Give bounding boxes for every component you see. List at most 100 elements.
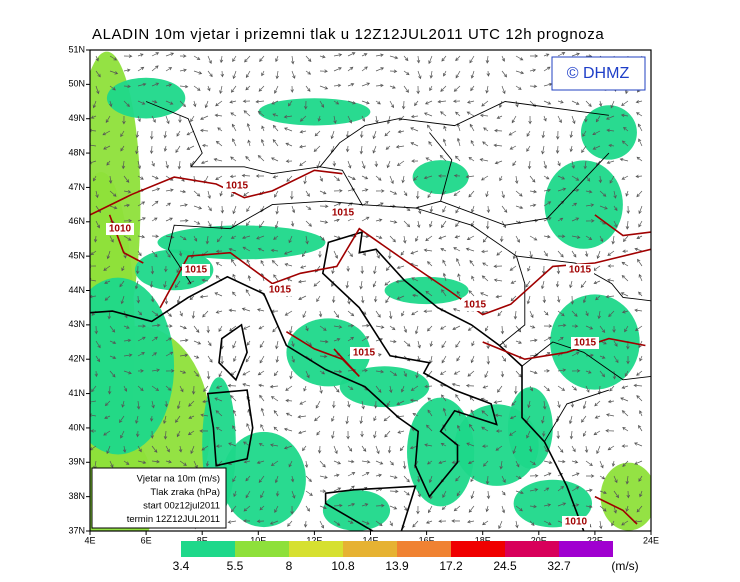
wind-arrow bbox=[346, 430, 350, 440]
wind-arrow bbox=[515, 175, 519, 185]
wind-arrow bbox=[639, 355, 643, 362]
wind-arrow bbox=[514, 385, 518, 395]
wind-arrow bbox=[347, 520, 354, 524]
wind-arrow bbox=[440, 370, 447, 375]
wind-arrow bbox=[469, 396, 475, 402]
wind-arrow bbox=[219, 220, 224, 230]
wind-arrow bbox=[403, 325, 408, 333]
wind-arrow bbox=[305, 70, 312, 75]
wind-arrow bbox=[347, 100, 356, 105]
wind-arrow bbox=[543, 160, 548, 170]
wind-arrow bbox=[417, 340, 421, 349]
wind-arrow bbox=[557, 100, 564, 104]
lat-label: 49N bbox=[68, 113, 85, 123]
wind-arrow bbox=[443, 70, 447, 77]
wind-arrow bbox=[401, 175, 405, 184]
wind-arrow bbox=[246, 259, 251, 267]
wind-arrow bbox=[90, 250, 97, 256]
wind-arrow bbox=[257, 111, 265, 117]
wind-arrow bbox=[496, 250, 503, 256]
wind-arrow bbox=[594, 415, 601, 419]
wind-arrow bbox=[123, 54, 133, 58]
wind-arrow bbox=[622, 460, 629, 468]
wind-arrow bbox=[439, 154, 447, 162]
isobar-label: 1015 bbox=[269, 285, 292, 296]
wind-arrow bbox=[527, 400, 531, 409]
wind-arrow bbox=[634, 460, 643, 465]
wind-arrow bbox=[636, 395, 643, 402]
wind-arrow bbox=[389, 325, 396, 331]
wind-arrow bbox=[443, 125, 447, 132]
map-layers bbox=[90, 51, 651, 531]
wind-arrow bbox=[123, 325, 130, 329]
wind-arrow bbox=[316, 295, 321, 303]
wind-arrow bbox=[186, 130, 195, 136]
wind-arrow bbox=[455, 55, 461, 62]
wind-arrow bbox=[625, 475, 629, 485]
wind-arrow bbox=[347, 310, 355, 317]
wind-arrow bbox=[594, 400, 601, 407]
wind-arrow bbox=[526, 295, 531, 305]
wind-arrow bbox=[215, 140, 223, 147]
wind-arrow bbox=[216, 235, 223, 243]
coastline bbox=[218, 323, 248, 382]
wind-arrow bbox=[599, 325, 606, 333]
wind-arrow bbox=[333, 202, 342, 207]
isobar-label-bg bbox=[182, 264, 210, 276]
wind-arrow bbox=[305, 475, 312, 483]
wind-arrow bbox=[375, 503, 385, 508]
wind-arrow bbox=[529, 310, 534, 319]
wind-arrow bbox=[396, 400, 405, 405]
wind-arrow bbox=[543, 472, 552, 477]
wind-arrow bbox=[191, 385, 196, 395]
wind-arrow bbox=[333, 385, 340, 393]
wind-arrow bbox=[385, 145, 391, 150]
info-text: Vjetar na 10m (m/s) bbox=[137, 474, 220, 485]
wind-arrow bbox=[230, 85, 237, 93]
wind-arrow bbox=[613, 475, 618, 484]
info-text: termin 12Z12JUL2011 bbox=[127, 514, 220, 525]
lat-label: 45N bbox=[68, 251, 85, 261]
wind-arrow bbox=[515, 85, 522, 90]
colorbar-label: 24.5 bbox=[493, 559, 517, 573]
isobar bbox=[159, 227, 651, 316]
wind-arrow bbox=[333, 53, 343, 57]
wind-arrow bbox=[470, 355, 475, 364]
wind-arrow bbox=[582, 430, 587, 437]
wind-arrow bbox=[177, 160, 182, 170]
wind-arrow bbox=[557, 486, 565, 492]
wind-arrow bbox=[345, 415, 349, 425]
wind-arrow bbox=[396, 160, 405, 167]
wind-arrow bbox=[483, 460, 489, 467]
isobar-label: 1015 bbox=[574, 338, 597, 349]
wind-arrow bbox=[241, 307, 251, 312]
wind-arrow bbox=[384, 430, 391, 438]
wind-arrow bbox=[107, 385, 112, 395]
wind-arrow bbox=[242, 519, 251, 523]
wind-arrow bbox=[179, 218, 189, 223]
wind-arrow bbox=[271, 259, 279, 267]
wind-arrow bbox=[515, 490, 524, 495]
wind-arrow bbox=[513, 310, 518, 320]
wind-arrow bbox=[123, 338, 132, 343]
wind-arrow bbox=[410, 142, 419, 147]
isobar-label-bg bbox=[223, 180, 251, 192]
wind-arrow bbox=[595, 115, 601, 123]
wind-arrow bbox=[625, 190, 629, 197]
wind-arrow bbox=[468, 290, 475, 297]
wind-arrow bbox=[571, 486, 580, 492]
wind-arrow bbox=[440, 443, 447, 447]
wind-arrow bbox=[585, 353, 594, 358]
wind-arrow bbox=[90, 294, 97, 299]
wind-arrow bbox=[455, 475, 461, 482]
wind-arrow bbox=[389, 460, 394, 466]
wind-shading bbox=[507, 387, 553, 469]
wind-arrow bbox=[585, 370, 592, 374]
wind-arrow bbox=[272, 139, 279, 147]
wind-arrow bbox=[465, 174, 475, 179]
wind-arrow bbox=[187, 430, 195, 436]
wind-arrow bbox=[543, 487, 550, 492]
wind-arrow bbox=[509, 430, 517, 436]
wind-arrow bbox=[621, 100, 629, 107]
